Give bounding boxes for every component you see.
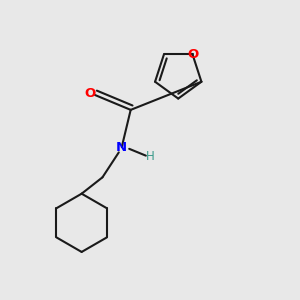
Text: H: H: [146, 150, 154, 163]
Text: N: N: [116, 140, 127, 154]
Text: O: O: [187, 48, 198, 61]
Text: O: O: [84, 87, 95, 100]
